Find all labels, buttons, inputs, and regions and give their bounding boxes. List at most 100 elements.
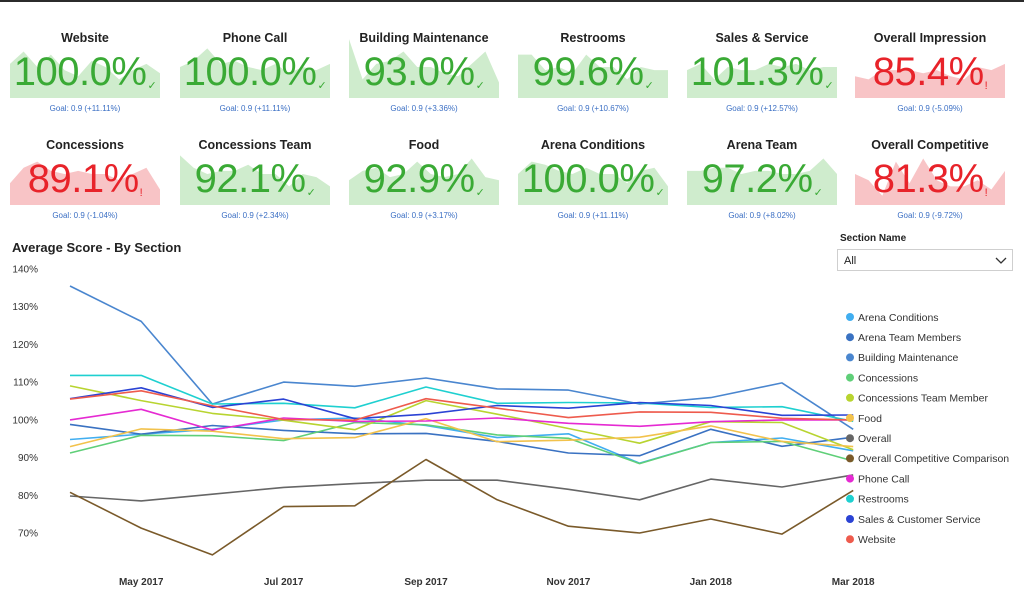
kpi-sparkline-area (10, 51, 160, 98)
kpi-sparkline-area (180, 155, 330, 205)
sparkline-area-shape (180, 155, 330, 205)
kpi-value-text: 97.2% (701, 157, 813, 201)
kpi-value-text: 100.0% (521, 157, 655, 201)
legend-marker (846, 535, 854, 544)
kpi-goal: Goal: 0.9 (+2.34%) (221, 211, 289, 220)
kpi-goal: Goal: 0.9 (-9.72%) (897, 211, 963, 220)
kpi-card[interactable]: Sales & Service 101.3%✓ Goal: 0.9 (+12.57%… (687, 22, 837, 118)
legend-entry[interactable]: Concessions (858, 372, 918, 384)
legend-entry[interactable]: Building Maintenance (858, 352, 959, 364)
legend-entry[interactable]: Concessions Team Member (858, 393, 988, 405)
y-tick-label: 130% (12, 302, 38, 313)
kpi-value-text: 101.3% (690, 50, 824, 94)
kpi-card[interactable]: Overall Impression 85.4%! Goal: 0.9 (-5.09… (855, 22, 1005, 118)
series-line[interactable] (69, 417, 854, 464)
kpi-title: Concessions Team (198, 138, 312, 152)
series-line[interactable] (69, 285, 854, 430)
kpi-goal: Goal: 0.9 (+11.11%) (219, 104, 291, 113)
kpi-goal: Goal: 0.9 (+12.57%) (726, 104, 798, 113)
legend-entry[interactable]: Arena Team Members (858, 332, 961, 344)
legend-entry[interactable]: Website (858, 534, 896, 546)
legend-marker (846, 454, 854, 463)
kpi-value: 81.3%! (855, 157, 1005, 201)
kpi-title: Building Maintenance (359, 31, 489, 45)
kpi-value: 100.0%✓ (518, 157, 668, 201)
legend-marker (846, 313, 854, 321)
x-tick-label: Jan 2018 (690, 577, 733, 588)
legend-marker (846, 373, 854, 382)
legend-entry[interactable]: Sales & Customer Service (858, 514, 981, 526)
legend-entry[interactable]: Overall Competitive Comparison (858, 453, 1009, 465)
legend-entry[interactable]: Food (858, 413, 882, 425)
kpi-sparkline-area (687, 63, 837, 98)
kpi-value: 85.4%! (855, 50, 1005, 94)
kpi-value: 99.6%✓ (518, 50, 668, 94)
kpi-value: 100.0%✓ (10, 50, 160, 94)
legend-entry[interactable]: Phone Call (858, 473, 909, 485)
kpi-card[interactable]: Concessions Team 92.1%✓ Goal: 0.9 (+2.34%) (180, 129, 330, 225)
kpi-value-text: 100.0% (183, 50, 317, 94)
kpi-title: Arena Conditions (540, 138, 646, 152)
kpi-goal: Goal: 0.9 (+11.11%) (557, 211, 629, 220)
sparkline-area-shape (687, 158, 837, 205)
kpi-card[interactable]: Overall Competitive 81.3%! Goal: 0.9 (-9.7… (855, 129, 1005, 225)
sparkline-area-shape (855, 63, 1005, 98)
section-name-dropdown[interactable]: All (837, 249, 1013, 271)
exclamation-icon: ! (984, 187, 988, 199)
kpi-value: 93.0%✓ (349, 50, 499, 94)
chevron-down-icon[interactable] (992, 251, 1010, 269)
kpi-goal: Goal: 0.9 (-1.04%) (52, 211, 118, 220)
legend-entry[interactable]: Arena Conditions (858, 312, 939, 324)
y-tick-label: 140% (12, 265, 38, 276)
kpi-title: Restrooms (560, 31, 626, 45)
kpi-title: Sales & Service (715, 31, 809, 45)
legend-marker (846, 414, 854, 422)
series-line[interactable] (69, 458, 854, 556)
legend-entry[interactable]: Overall (858, 433, 891, 445)
kpi-title: Concessions (46, 138, 124, 152)
checkmark-icon: ✓ (813, 187, 823, 199)
window-top-border (0, 0, 1024, 2)
average-score-line-chart: 70% 80% 90% 100% 110% 120% 130% 140% May 2017 Jul… (12, 265, 1009, 589)
kpi-value-text: 93.0% (363, 50, 475, 94)
sparkline-area-shape (518, 161, 668, 205)
kpi-value: 92.9%✓ (349, 157, 499, 201)
kpi-card[interactable]: Concessions 89.1%! Goal: 0.9 (-1.04%) (10, 129, 160, 225)
kpi-card[interactable]: Restrooms 99.6%✓ Goal: 0.9 (+10.67%) (518, 22, 668, 118)
checkmark-icon: ✓ (475, 80, 485, 92)
kpi-sparkline-area (855, 63, 1005, 98)
sparkline-area-shape (10, 161, 160, 205)
legend-marker (846, 393, 854, 402)
series-line[interactable] (69, 390, 854, 421)
series-line[interactable] (69, 408, 854, 431)
legend-entry[interactable]: Restrooms (858, 494, 909, 506)
kpi-goal: Goal: 0.9 (+8.02%) (728, 211, 796, 220)
x-tick-label: Nov 2017 (546, 577, 590, 588)
kpi-value-text: 92.1% (194, 157, 306, 201)
kpi-title: Food (408, 138, 440, 152)
kpi-card[interactable]: Arena Team 97.2%✓ Goal: 0.9 (+8.02%) (687, 129, 837, 225)
kpi-card[interactable]: Food 92.9%✓ Goal: 0.9 (+3.17%) (349, 129, 499, 225)
kpi-value: 101.3%✓ (687, 50, 837, 94)
y-tick-label: 100% (12, 415, 38, 426)
legend-marker (846, 474, 854, 483)
legend-marker (846, 333, 854, 342)
checkmark-icon: ✓ (317, 80, 327, 92)
kpi-goal: Goal: 0.9 (+3.36%) (390, 104, 458, 113)
x-tick-label: Sep 2017 (404, 577, 448, 588)
kpi-sparkline-area (10, 161, 160, 205)
dropdown-selected-value: All (844, 255, 857, 267)
kpi-card[interactable]: Arena Conditions 100.0%✓ Goal: 0.9 (+11.11… (518, 129, 668, 225)
kpi-title: Overall Competitive (871, 138, 989, 152)
kpi-goal: Goal: 0.9 (+10.67%) (557, 104, 629, 113)
series-line[interactable] (69, 417, 854, 448)
kpi-sparkline-area (518, 161, 668, 205)
y-tick-label: 110% (13, 378, 38, 389)
checkmark-icon: ✓ (147, 80, 157, 92)
kpi-card[interactable]: Phone Call 100.0%✓ Goal: 0.9 (+11.11%) (180, 22, 330, 118)
exclamation-icon: ! (984, 80, 988, 92)
kpi-card[interactable]: Website 100.0%✓ Goal: 0.9 (+11.11%) (10, 22, 160, 118)
kpi-title: Arena Team (726, 138, 798, 152)
kpi-card[interactable]: Building Maintenance 93.0%✓ Goal: 0.9 (+3.… (349, 22, 499, 118)
kpi-value-text: 89.1% (27, 157, 139, 201)
